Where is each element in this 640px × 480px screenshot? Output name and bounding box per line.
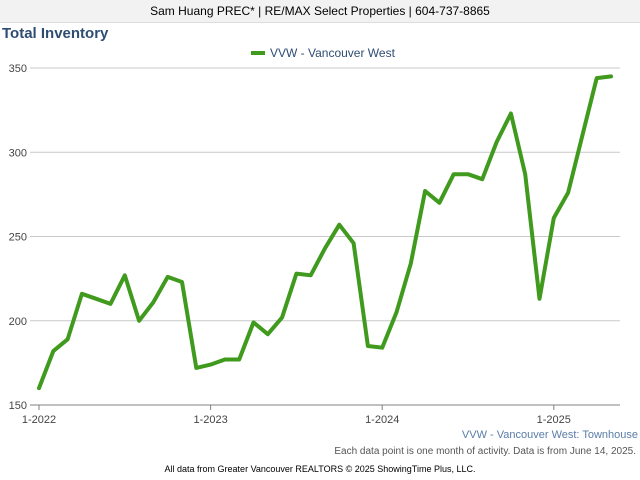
data-point — [66, 337, 70, 341]
chart-subtitle: VVW - Vancouver West: Townhouse — [462, 429, 638, 441]
data-point — [94, 297, 98, 301]
x-tick-label: 1-2024 — [365, 414, 399, 426]
x-tick-label: 1-2022 — [22, 414, 56, 426]
data-point — [380, 346, 384, 350]
data-point — [137, 319, 141, 323]
data-point — [480, 177, 484, 181]
data-point — [80, 292, 84, 296]
chart-title: Total Inventory — [2, 25, 109, 42]
y-tick-label: 150 — [9, 400, 27, 412]
data-point — [237, 358, 241, 362]
data-point — [51, 349, 55, 353]
series-layer — [37, 74, 613, 391]
y-tick-label: 300 — [9, 147, 27, 159]
data-point — [523, 172, 527, 176]
data-point — [180, 280, 184, 284]
data-point — [309, 273, 313, 277]
data-point — [123, 273, 127, 277]
axes: 150 200 250 300 350 1-2022 1-2023 1-2024 1-2025 — [9, 63, 571, 426]
data-point — [495, 140, 499, 144]
data-point — [266, 332, 270, 336]
agent-header-bar: Sam Huang PREC* | RE/MAX Select Properti… — [0, 0, 640, 23]
series-line-vvw — [37, 74, 613, 391]
data-point — [395, 310, 399, 314]
y-tick-label: 350 — [9, 63, 27, 75]
legend-label: VVW - Vancouver West — [270, 46, 396, 60]
data-point — [280, 315, 284, 319]
data-point — [580, 133, 584, 137]
data-point — [166, 275, 170, 279]
data-point — [509, 111, 513, 115]
data-point — [609, 74, 613, 78]
data-point — [466, 172, 470, 176]
data-point — [223, 358, 227, 362]
data-point — [337, 223, 341, 227]
data-point — [423, 189, 427, 193]
data-point — [109, 302, 113, 306]
x-tick-label: 1-2023 — [193, 414, 227, 426]
data-point — [151, 300, 155, 304]
data-note: Each data point is one month of activity… — [334, 446, 636, 457]
y-tick-label: 200 — [9, 316, 27, 328]
data-point — [409, 261, 413, 265]
data-point — [366, 344, 370, 348]
legend: VVW - Vancouver West — [251, 46, 396, 60]
data-point — [252, 320, 256, 324]
data-point — [294, 272, 298, 276]
copyright-text: All data from Greater Vancouver REALTORS… — [164, 464, 476, 474]
data-point — [566, 191, 570, 195]
chart-labels: VVW - Vancouver West: Townhouse Each data… — [334, 429, 638, 457]
data-point — [552, 216, 556, 220]
data-point — [209, 363, 213, 367]
data-point — [595, 76, 599, 80]
data-point — [37, 386, 41, 390]
data-point — [194, 366, 198, 370]
data-point — [452, 172, 456, 176]
data-point — [437, 201, 441, 205]
data-point — [323, 246, 327, 250]
data-point — [352, 241, 356, 245]
data-point — [538, 297, 542, 301]
x-tick-label: 1-2025 — [537, 414, 571, 426]
y-tick-label: 250 — [9, 232, 27, 244]
agent-info-text: Sam Huang PREC* | RE/MAX Select Properti… — [150, 4, 490, 18]
